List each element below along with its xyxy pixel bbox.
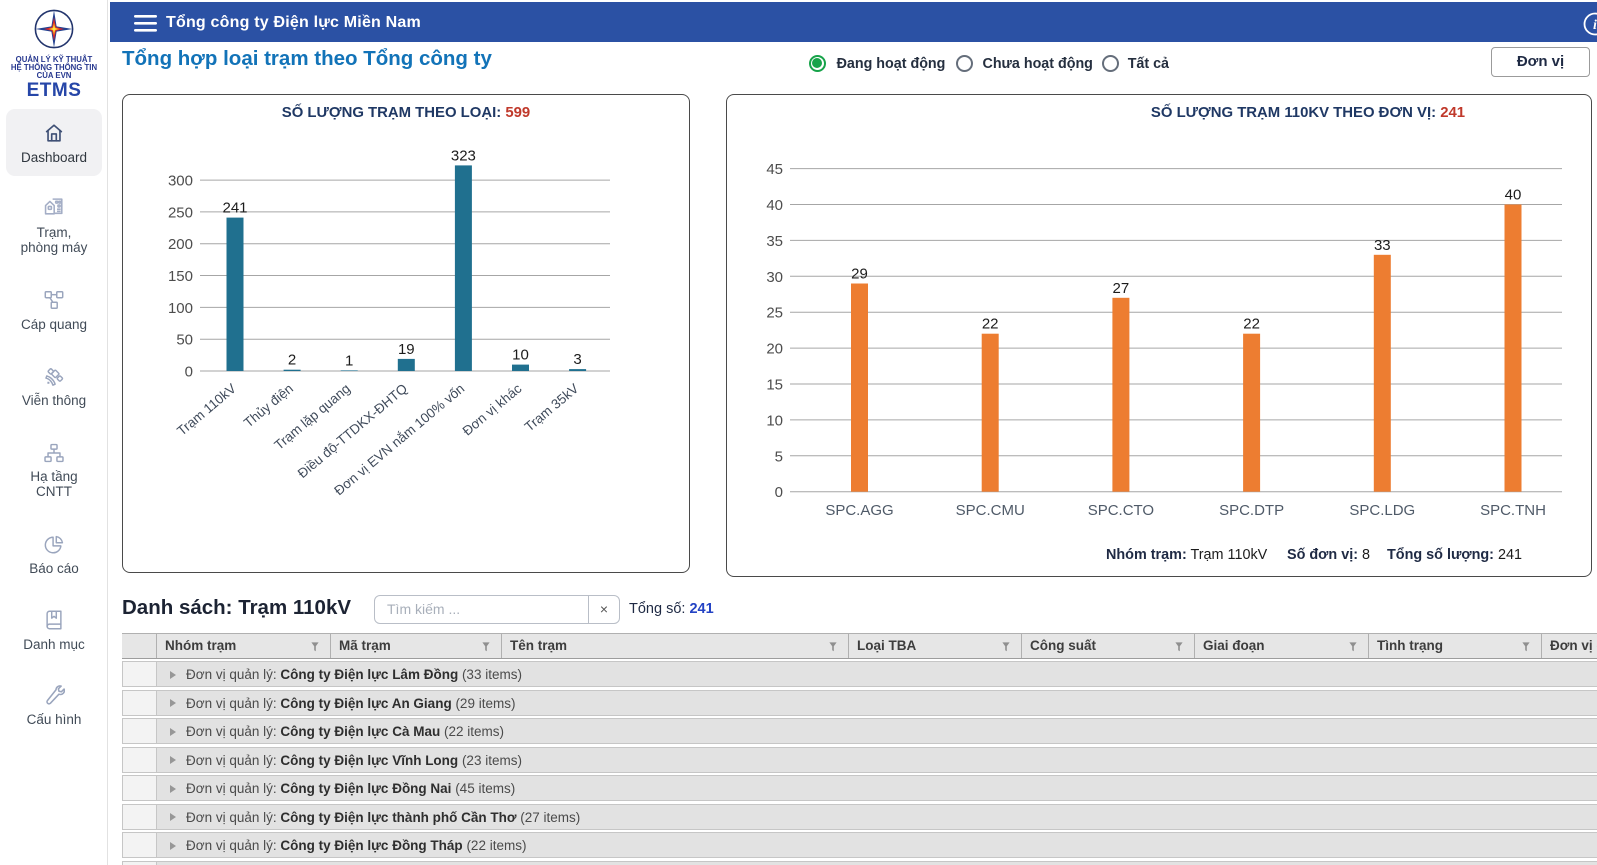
svg-text:241: 241 bbox=[222, 200, 247, 217]
svg-text:25: 25 bbox=[766, 305, 783, 322]
svg-text:30: 30 bbox=[766, 269, 783, 286]
svg-text:100: 100 bbox=[168, 300, 193, 317]
svg-text:29: 29 bbox=[851, 266, 868, 283]
svg-text:19: 19 bbox=[398, 341, 415, 358]
svg-text:5: 5 bbox=[775, 448, 783, 465]
svg-text:10: 10 bbox=[766, 412, 783, 429]
svg-text:0: 0 bbox=[185, 364, 193, 381]
svg-text:SPC.TNH: SPC.TNH bbox=[1480, 502, 1546, 519]
svg-text:SPC.CMU: SPC.CMU bbox=[956, 502, 1025, 519]
svg-text:Thủy điện: Thủy điện bbox=[241, 381, 296, 431]
svg-text:22: 22 bbox=[1243, 316, 1260, 333]
svg-text:10: 10 bbox=[512, 347, 529, 364]
svg-text:40: 40 bbox=[1505, 187, 1522, 204]
svg-text:300: 300 bbox=[168, 173, 193, 190]
svg-text:27: 27 bbox=[1113, 280, 1130, 297]
svg-text:20: 20 bbox=[766, 341, 783, 358]
svg-text:15: 15 bbox=[766, 377, 783, 394]
svg-text:200: 200 bbox=[168, 236, 193, 253]
svg-text:SPC.DTP: SPC.DTP bbox=[1219, 502, 1284, 519]
svg-text:0: 0 bbox=[775, 484, 783, 501]
svg-text:45: 45 bbox=[766, 161, 783, 178]
svg-text:Điều độ-TTDKX-ĐHTQ: Điều độ-TTDKX-ĐHTQ bbox=[295, 381, 410, 481]
svg-text:150: 150 bbox=[168, 268, 193, 285]
svg-text:35: 35 bbox=[766, 233, 783, 250]
svg-text:3: 3 bbox=[573, 351, 581, 368]
svg-text:SPC.LDG: SPC.LDG bbox=[1349, 502, 1415, 519]
svg-text:Trạm 35kV: Trạm 35kV bbox=[522, 381, 582, 435]
svg-text:Đơn vị khác: Đơn vị khác bbox=[460, 381, 525, 439]
svg-text:50: 50 bbox=[176, 332, 193, 349]
svg-text:SPC.CTO: SPC.CTO bbox=[1088, 502, 1154, 519]
svg-text:i: i bbox=[1593, 18, 1597, 33]
svg-text:1: 1 bbox=[345, 352, 353, 369]
svg-text:Trạm 110kV: Trạm 110kV bbox=[174, 381, 239, 439]
svg-text:323: 323 bbox=[451, 147, 476, 164]
svg-text:SPC.AGG: SPC.AGG bbox=[825, 502, 893, 519]
svg-text:33: 33 bbox=[1374, 237, 1391, 254]
svg-text:2: 2 bbox=[288, 352, 296, 369]
svg-text:40: 40 bbox=[766, 197, 783, 214]
svg-text:250: 250 bbox=[168, 204, 193, 221]
svg-text:22: 22 bbox=[982, 316, 999, 333]
